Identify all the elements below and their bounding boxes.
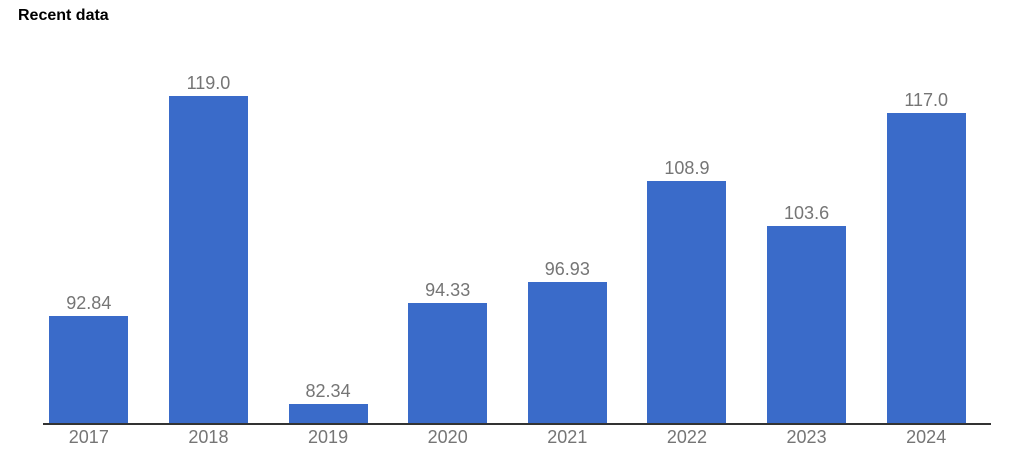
bar[interactable] xyxy=(767,226,847,424)
bar-value-label: 103.6 xyxy=(784,203,830,223)
x-axis-tick-label: 2020 xyxy=(427,427,468,447)
bar-group: 119.0 xyxy=(149,54,269,424)
x-axis-tick-label: 2023 xyxy=(786,427,827,447)
bar-group: 96.93 xyxy=(508,54,628,424)
x-axis-tick-label: 2024 xyxy=(906,427,947,447)
bar-value-label: 108.9 xyxy=(664,158,710,178)
x-axis-line xyxy=(43,423,991,425)
bar[interactable] xyxy=(527,282,607,424)
bar-group: 117.0 xyxy=(866,54,986,424)
bar-value-label: 117.0 xyxy=(904,90,949,110)
x-axis-tick-label: 2017 xyxy=(68,427,109,447)
bar-group: 92.84 xyxy=(29,54,149,424)
x-axis-tick-label: 2021 xyxy=(547,427,588,447)
x-axis-tick-label: 2019 xyxy=(308,427,349,447)
x-axis-tick-label: 2018 xyxy=(188,427,229,447)
bar-group: 82.34 xyxy=(268,54,388,424)
bars-container: 92.84 119.0 82.34 94.33 96.93 108.9 103.… xyxy=(29,54,986,424)
bar[interactable] xyxy=(647,181,727,424)
bar-value-label: 94.33 xyxy=(425,280,471,300)
bar-value-label: 92.84 xyxy=(66,293,112,313)
bar[interactable] xyxy=(168,96,248,424)
x-axis-labels: 2017 2018 2019 2020 2021 2022 2023 2024 xyxy=(29,427,986,448)
bar[interactable] xyxy=(288,404,368,424)
bar-group: 103.6 xyxy=(747,54,867,424)
bar-value-label: 82.34 xyxy=(305,381,351,401)
x-axis-tick-label: 2022 xyxy=(666,427,707,447)
bar-value-label: 96.93 xyxy=(544,259,590,279)
bar-group: 108.9 xyxy=(627,54,747,424)
bar-value-label: 119.0 xyxy=(186,73,231,93)
bar[interactable] xyxy=(886,113,966,424)
bar[interactable] xyxy=(49,316,129,424)
chart-title: Recent data xyxy=(18,7,109,24)
bar-group: 94.33 xyxy=(388,54,508,424)
bar[interactable] xyxy=(408,303,488,424)
